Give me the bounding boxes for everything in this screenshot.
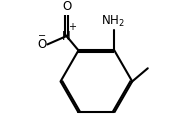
Text: +: + [68, 23, 76, 32]
Text: −: − [38, 31, 46, 41]
Text: O: O [37, 38, 46, 51]
Text: O: O [62, 0, 71, 13]
Text: NH$_2$: NH$_2$ [101, 14, 125, 29]
Text: N: N [62, 30, 71, 43]
